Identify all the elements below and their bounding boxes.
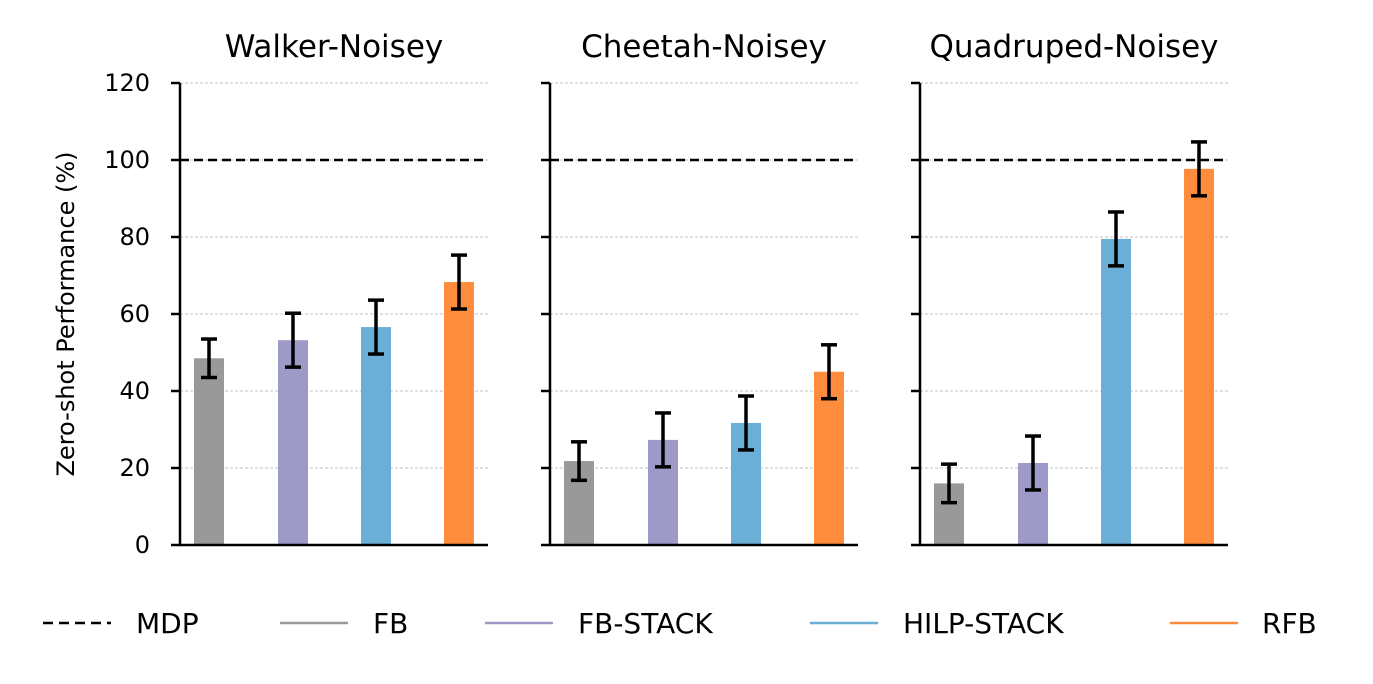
legend-label: HILP-STACK <box>903 607 1064 640</box>
panel-title: Walker-Noisey <box>225 29 443 65</box>
y-tick-label: 0 <box>135 531 150 559</box>
legend-entry-fb-stack: FB-STACK <box>485 607 713 640</box>
y-tick-label: 40 <box>119 377 150 405</box>
panels-group: 0 20 40 60 80 100 120 Walker-Noisey Cheetah-Nois… <box>52 29 1228 559</box>
panel-title: Quadruped-Noisey <box>929 29 1218 65</box>
legend-label: MDP <box>136 607 199 640</box>
bar-rfb <box>444 282 474 545</box>
legend-label: FB-STACK <box>578 607 713 640</box>
y-axis-label: Zero-shot Performance (%) <box>52 151 80 476</box>
bar-fb-stack <box>278 340 308 545</box>
y-tick-label: 20 <box>119 454 150 482</box>
legend-label: RFB <box>1262 607 1317 640</box>
bar-hilp-stack <box>1101 238 1131 546</box>
legend-entry-hilp-stack: HILP-STACK <box>810 607 1064 640</box>
panel-3: Quadruped-Noisey <box>911 29 1228 547</box>
panel-2: Cheetah-Noisey <box>541 29 858 547</box>
legend-entry-fb: FB <box>280 607 408 640</box>
bar-rfb <box>1184 168 1214 546</box>
legend-entry-mdp: MDP <box>43 607 199 640</box>
legend-entry-rfb: RFB <box>1170 607 1317 640</box>
panel-title: Cheetah-Noisey <box>581 29 827 65</box>
y-tick-label: 100 <box>104 146 150 174</box>
legend-label: FB <box>373 607 408 640</box>
legend: MDP FB FB-STACK HILP-STACK RFB <box>43 607 1317 640</box>
y-tick-label: 80 <box>119 223 150 251</box>
y-tick-label: 120 <box>104 69 150 97</box>
bar-hilp-stack <box>361 327 391 545</box>
bar-fb <box>194 358 224 545</box>
bar-rfb <box>814 371 844 545</box>
y-tick-label: 60 <box>119 300 150 328</box>
panel-1: 0 20 40 60 80 100 120 Walker-Noisey <box>104 29 488 559</box>
